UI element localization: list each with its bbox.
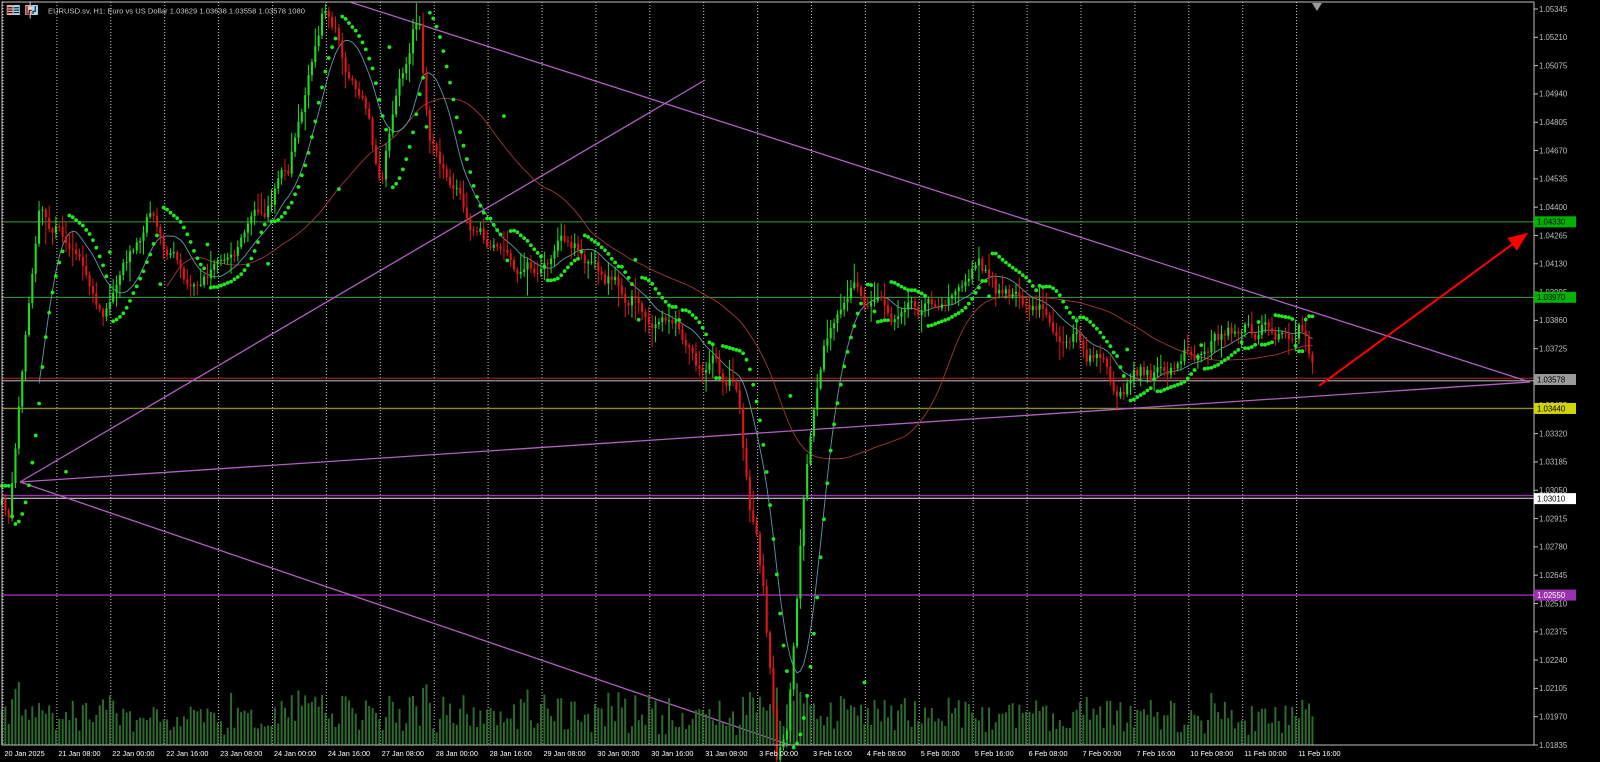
svg-text:24 Jan 00:00: 24 Jan 00:00 <box>274 749 316 758</box>
svg-text:27 Jan 08:00: 27 Jan 08:00 <box>382 749 424 758</box>
svg-text:4 Feb 08:00: 4 Feb 08:00 <box>867 749 906 758</box>
svg-text:1.03860: 1.03860 <box>1539 316 1568 325</box>
svg-text:1.04670: 1.04670 <box>1539 146 1568 155</box>
svg-text:30 Jan 00:00: 30 Jan 00:00 <box>597 749 639 758</box>
svg-text:1.03320: 1.03320 <box>1539 429 1568 438</box>
svg-text:1.05075: 1.05075 <box>1539 61 1568 70</box>
svg-text:10 Feb 08:00: 10 Feb 08:00 <box>1190 749 1233 758</box>
svg-text:1.04805: 1.04805 <box>1539 118 1568 127</box>
svg-text:1.03578: 1.03578 <box>1537 375 1565 384</box>
svg-text:1.04330: 1.04330 <box>1537 218 1566 227</box>
svg-text:1.03440: 1.03440 <box>1537 404 1566 413</box>
svg-text:1.02105: 1.02105 <box>1539 684 1568 693</box>
svg-text:21 Jan 08:00: 21 Jan 08:00 <box>58 749 100 758</box>
svg-text:5 Feb 16:00: 5 Feb 16:00 <box>975 749 1014 758</box>
svg-text:1.03010: 1.03010 <box>1537 494 1566 503</box>
svg-text:1.02550: 1.02550 <box>1537 591 1566 600</box>
svg-text:6 Feb 08:00: 6 Feb 08:00 <box>1029 749 1068 758</box>
svg-text:24 Jan 16:00: 24 Jan 16:00 <box>328 749 370 758</box>
svg-text:1.02645: 1.02645 <box>1539 571 1568 580</box>
svg-text:3 Feb 16:00: 3 Feb 16:00 <box>813 749 852 758</box>
svg-text:1.04535: 1.04535 <box>1539 175 1568 184</box>
svg-text:1.02915: 1.02915 <box>1539 514 1568 523</box>
svg-text:28 Jan 00:00: 28 Jan 00:00 <box>436 749 478 758</box>
svg-text:30 Jan 16:00: 30 Jan 16:00 <box>651 749 693 758</box>
svg-text:5 Feb 00:00: 5 Feb 00:00 <box>921 749 960 758</box>
svg-text:1.02375: 1.02375 <box>1539 628 1568 637</box>
svg-text:7 Feb 00:00: 7 Feb 00:00 <box>1083 749 1122 758</box>
svg-text:1.05345: 1.05345 <box>1539 5 1568 14</box>
svg-text:EURUSD.sv, H1: Euro vs US Doll: EURUSD.sv, H1: Euro vs US Dollar 1.03629… <box>48 7 305 16</box>
svg-text:1.04265: 1.04265 <box>1539 231 1568 240</box>
svg-text:7 Feb 16:00: 7 Feb 16:00 <box>1136 749 1175 758</box>
svg-text:22 Jan 16:00: 22 Jan 16:00 <box>166 749 208 758</box>
svg-text:1.02510: 1.02510 <box>1539 599 1568 608</box>
svg-text:1.05210: 1.05210 <box>1539 33 1568 42</box>
svg-text:1.04940: 1.04940 <box>1539 90 1568 99</box>
svg-text:1.01835: 1.01835 <box>1539 741 1568 750</box>
svg-text:29 Jan 08:00: 29 Jan 08:00 <box>544 749 586 758</box>
svg-text:1.03970: 1.03970 <box>1537 293 1566 302</box>
svg-text:22 Jan 00:00: 22 Jan 00:00 <box>112 749 154 758</box>
svg-text:1.01970: 1.01970 <box>1539 712 1568 721</box>
svg-text:1.02780: 1.02780 <box>1539 543 1568 552</box>
svg-text:3 Feb 00:00: 3 Feb 00:00 <box>759 749 798 758</box>
svg-text:1.03725: 1.03725 <box>1539 344 1568 353</box>
svg-text:1.03185: 1.03185 <box>1539 458 1568 467</box>
svg-text:11 Feb 00:00: 11 Feb 00:00 <box>1244 749 1286 758</box>
svg-text:20 Jan 2025: 20 Jan 2025 <box>5 749 45 758</box>
svg-text:1.04130: 1.04130 <box>1539 260 1568 269</box>
svg-text:1.04400: 1.04400 <box>1539 203 1568 212</box>
svg-text:23 Jan 08:00: 23 Jan 08:00 <box>220 749 262 758</box>
svg-text:28 Jan 16:00: 28 Jan 16:00 <box>490 749 532 758</box>
svg-text:31 Jan 08:00: 31 Jan 08:00 <box>705 749 747 758</box>
svg-text:1.02240: 1.02240 <box>1539 656 1568 665</box>
svg-text:11 Feb 16:00: 11 Feb 16:00 <box>1298 749 1340 758</box>
